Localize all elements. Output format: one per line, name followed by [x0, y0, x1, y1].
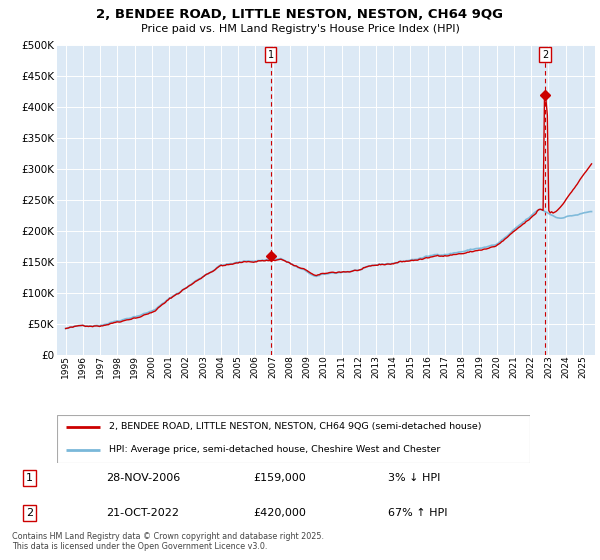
- Text: 2013: 2013: [371, 355, 380, 378]
- Text: 1: 1: [26, 473, 33, 483]
- Text: 28-NOV-2006: 28-NOV-2006: [106, 473, 180, 483]
- Text: 2006: 2006: [251, 355, 260, 378]
- Text: 1: 1: [268, 50, 274, 60]
- Text: 2017: 2017: [440, 355, 449, 378]
- Text: 2: 2: [542, 50, 548, 60]
- Text: 2023: 2023: [544, 355, 553, 378]
- Text: HPI: Average price, semi-detached house, Cheshire West and Chester: HPI: Average price, semi-detached house,…: [109, 445, 440, 454]
- Text: 2004: 2004: [217, 355, 226, 378]
- Text: 1999: 1999: [130, 355, 139, 378]
- Text: 2002: 2002: [182, 355, 191, 378]
- Text: 21-OCT-2022: 21-OCT-2022: [106, 508, 179, 518]
- Text: 2025: 2025: [578, 355, 587, 378]
- Text: 2, BENDEE ROAD, LITTLE NESTON, NESTON, CH64 9QG: 2, BENDEE ROAD, LITTLE NESTON, NESTON, C…: [97, 8, 503, 21]
- FancyBboxPatch shape: [57, 415, 530, 463]
- Text: 1997: 1997: [95, 355, 104, 378]
- Text: 2019: 2019: [475, 355, 484, 378]
- Text: 3% ↓ HPI: 3% ↓ HPI: [388, 473, 440, 483]
- Text: £420,000: £420,000: [253, 508, 306, 518]
- Text: 2021: 2021: [509, 355, 518, 378]
- Text: 2022: 2022: [527, 355, 536, 377]
- Text: 2007: 2007: [268, 355, 277, 378]
- Text: 2000: 2000: [148, 355, 157, 378]
- Text: 2: 2: [26, 508, 33, 518]
- Text: 1995: 1995: [61, 355, 70, 378]
- Text: 1998: 1998: [113, 355, 122, 378]
- Text: £159,000: £159,000: [253, 473, 306, 483]
- Text: 2024: 2024: [561, 355, 570, 377]
- Text: 2009: 2009: [302, 355, 311, 378]
- Text: 2010: 2010: [320, 355, 329, 378]
- Text: 2014: 2014: [389, 355, 398, 378]
- Text: 2018: 2018: [458, 355, 467, 378]
- Text: 2001: 2001: [164, 355, 173, 378]
- Text: 2015: 2015: [406, 355, 415, 378]
- Text: 2, BENDEE ROAD, LITTLE NESTON, NESTON, CH64 9QG (semi-detached house): 2, BENDEE ROAD, LITTLE NESTON, NESTON, C…: [109, 422, 482, 432]
- Text: 2016: 2016: [423, 355, 432, 378]
- Text: 2012: 2012: [354, 355, 363, 378]
- Text: Price paid vs. HM Land Registry's House Price Index (HPI): Price paid vs. HM Land Registry's House …: [140, 24, 460, 34]
- Text: 2008: 2008: [285, 355, 294, 378]
- Text: 2020: 2020: [492, 355, 501, 378]
- Text: 1996: 1996: [79, 355, 88, 378]
- Text: 67% ↑ HPI: 67% ↑ HPI: [388, 508, 448, 518]
- Text: 2005: 2005: [233, 355, 242, 378]
- Text: 2011: 2011: [337, 355, 346, 378]
- Text: 2003: 2003: [199, 355, 208, 378]
- Text: Contains HM Land Registry data © Crown copyright and database right 2025.
This d: Contains HM Land Registry data © Crown c…: [12, 531, 324, 551]
